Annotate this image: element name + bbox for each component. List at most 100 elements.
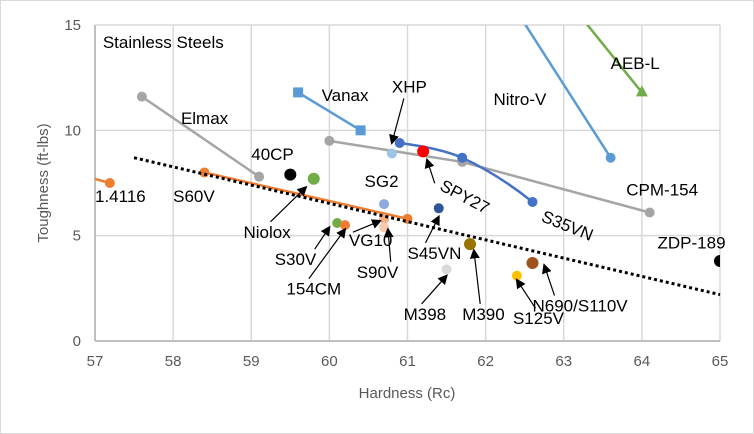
x-tick-label: 62 <box>477 353 494 370</box>
annotation-arrow <box>383 227 394 262</box>
series-s30v <box>332 218 343 229</box>
data-point <box>332 218 343 229</box>
annotation-label: AEB-L <box>611 54 660 73</box>
data-point <box>136 91 147 102</box>
data-point <box>527 196 538 207</box>
annotation-label: Niolox <box>243 223 291 242</box>
annotation-label: S35VN <box>539 207 596 245</box>
trendline <box>133 156 721 297</box>
annotation-arrow <box>270 185 308 223</box>
data-point <box>511 270 522 281</box>
data-point <box>284 168 297 181</box>
series-spy27 <box>417 145 430 158</box>
data-point <box>324 135 335 146</box>
series-n690-s110v <box>526 257 539 270</box>
y-tick-label: 5 <box>73 228 81 245</box>
annotation-arrow <box>424 214 440 244</box>
annotation-label: S60V <box>173 187 215 206</box>
data-point <box>441 264 452 275</box>
annotation-arrow <box>308 227 347 280</box>
annotation-arrow <box>421 274 448 305</box>
x-axis-title: Hardness (Rc) <box>359 385 456 402</box>
series-niolox <box>307 172 320 185</box>
x-axis-ticks: 57 58 59 60 61 62 63 64 65 <box>87 353 729 370</box>
series-sg2 <box>379 199 390 210</box>
trendline-group <box>133 156 721 297</box>
annotation-arrow <box>389 98 405 145</box>
series-s45vn <box>433 203 444 214</box>
annotation-label: S90V <box>357 263 399 282</box>
y-tick-label: 10 <box>64 122 81 139</box>
annotation-label: ZDP-189 <box>658 233 726 252</box>
annotation-label: M390 <box>462 305 505 324</box>
annotation-label: S30V <box>275 250 317 269</box>
x-tick-label: 61 <box>399 353 416 370</box>
data-point <box>307 172 320 185</box>
series-s125v <box>511 270 522 281</box>
series-1-4116 <box>95 177 115 188</box>
series-elmax <box>136 91 265 182</box>
x-tick-label: 63 <box>555 353 572 370</box>
x-tick-label: 59 <box>243 353 260 370</box>
series-154cm <box>340 220 350 231</box>
x-tick-label: 64 <box>634 353 651 370</box>
annotation-label: S45VN <box>408 244 462 263</box>
series-m390 <box>464 238 476 251</box>
series-vanax <box>293 87 366 136</box>
annotation-arrow <box>424 157 436 184</box>
annotation-label: 40CP <box>251 145 294 164</box>
series-40cp <box>284 168 297 181</box>
data-point <box>104 178 115 188</box>
x-tick-label: 58 <box>165 353 182 370</box>
data-point <box>355 125 366 136</box>
annotation-label: SG2 <box>365 172 399 191</box>
data-point <box>714 254 720 267</box>
series-line <box>95 177 111 185</box>
y-axis-title: Toughness (ft-lbs) <box>35 123 52 242</box>
data-point <box>644 207 655 218</box>
data-point <box>340 220 350 231</box>
annotation-label: Vanax <box>322 86 369 105</box>
annotation-label: Elmax <box>181 109 229 128</box>
annotation-label: Stainless Steels <box>103 33 224 52</box>
data-point <box>379 199 390 210</box>
data-point <box>635 85 648 97</box>
data-point <box>433 203 444 214</box>
data-point <box>417 145 430 158</box>
y-axis-ticks: 0 5 10 15 <box>64 17 81 350</box>
gridlines <box>94 24 721 342</box>
series-line <box>585 25 643 94</box>
annotation-label: CPM-154 <box>626 181 698 200</box>
series-xhp <box>386 148 397 159</box>
annotation-label: XHP <box>392 77 427 96</box>
data-point <box>386 148 397 159</box>
annotation-label: 154CM <box>286 280 341 299</box>
data-point <box>605 152 616 163</box>
annotation-label: S125V <box>513 309 565 328</box>
annotation-arrow <box>515 278 536 309</box>
series-line <box>141 95 260 178</box>
annotation-arrow <box>314 225 331 250</box>
data-point <box>394 137 405 148</box>
series-zdp-189 <box>714 254 720 267</box>
annotation-label: VG10 <box>349 231 392 250</box>
annotation-label: N690/S110V <box>533 297 629 316</box>
x-tick-label: 60 <box>321 353 338 370</box>
annotation-label: M398 <box>404 305 447 324</box>
data-point <box>464 238 476 251</box>
series-m398 <box>441 264 452 275</box>
data-point <box>254 171 265 182</box>
annotation-label: SPY27 <box>437 176 493 218</box>
y-tick-label: 15 <box>64 17 81 34</box>
annotation-label: 1.4116 <box>95 187 146 206</box>
series-line <box>297 91 362 132</box>
annotation-arrow <box>469 248 481 305</box>
y-tick-label: 0 <box>73 333 81 350</box>
annotation-arrow <box>352 219 383 233</box>
x-tick-label: 65 <box>712 353 729 370</box>
data-point <box>526 257 539 270</box>
series-aeb-l <box>585 25 648 97</box>
annotation-label: Nitro-V <box>493 90 547 109</box>
